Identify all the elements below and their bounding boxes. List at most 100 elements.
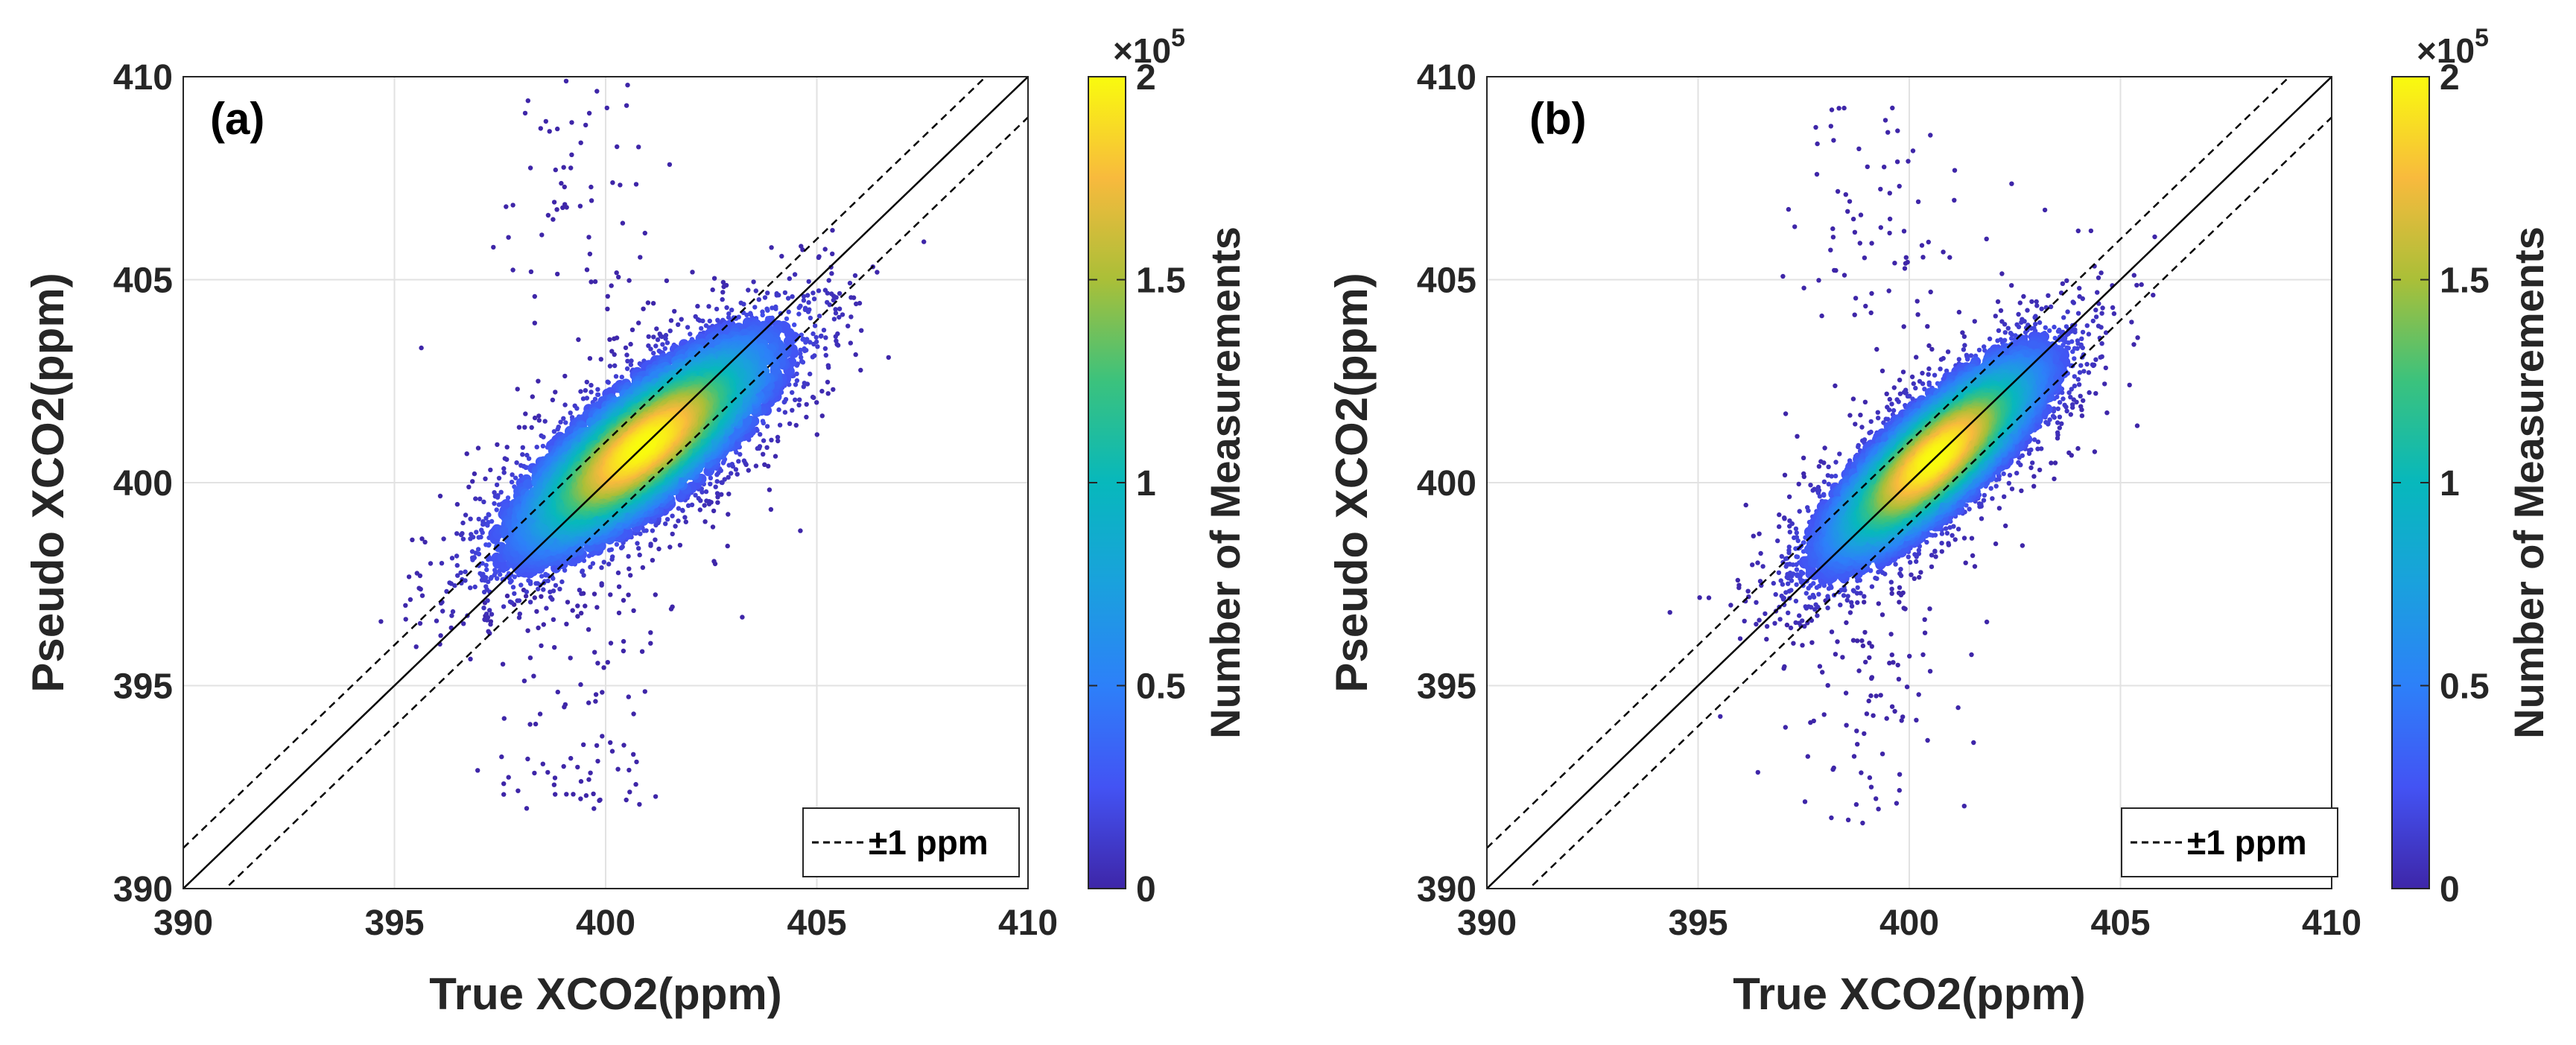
scatter-point — [607, 337, 612, 342]
scatter-point — [813, 334, 819, 340]
scatter-point — [798, 528, 803, 533]
scatter-point — [806, 279, 811, 285]
scatter-point — [702, 503, 707, 508]
scatter-point — [629, 327, 635, 332]
scatter-point — [816, 314, 822, 319]
scatter-point — [575, 603, 580, 609]
scatter-point — [532, 595, 537, 600]
scatter-point — [702, 519, 708, 524]
scatter-point — [600, 734, 605, 739]
scatter-point — [787, 276, 793, 282]
scatter-point — [595, 758, 600, 764]
scatter-point — [627, 790, 632, 795]
scatter-point — [586, 235, 591, 240]
scatter-point — [440, 609, 445, 614]
scatter-point — [551, 217, 556, 222]
scatter-point — [555, 427, 560, 432]
scatter-point — [504, 204, 509, 209]
scatter-point — [586, 700, 591, 705]
scatter-point — [625, 358, 630, 363]
scatter-point — [568, 655, 573, 661]
scatter-point — [609, 349, 615, 354]
scatter-point — [526, 456, 532, 461]
scatter-point — [790, 294, 795, 299]
scatter-point — [808, 315, 813, 321]
scatter-point — [495, 576, 500, 581]
scatter-point — [495, 495, 501, 500]
scatter-point — [697, 507, 702, 512]
scatter-point — [715, 500, 720, 505]
scatter-point — [504, 593, 510, 599]
scatter-point — [452, 583, 457, 588]
scatter-point — [651, 350, 656, 356]
scatter-point — [746, 468, 751, 473]
scatter-point — [819, 389, 825, 394]
scatter-point — [586, 777, 591, 782]
scatter-point — [806, 299, 811, 305]
scatter-point — [854, 301, 859, 307]
scatter-point — [852, 273, 858, 279]
scatter-point — [474, 530, 479, 535]
scatter-point — [555, 689, 560, 695]
scatter-point — [578, 796, 583, 801]
scatter-point — [562, 402, 568, 407]
scatter-point — [522, 425, 527, 430]
scatter-point — [608, 740, 613, 746]
scatter-point — [581, 742, 586, 747]
scatter-point — [541, 622, 546, 627]
scatter-point — [501, 781, 507, 787]
scatter-point — [483, 584, 489, 589]
scatter-point — [782, 290, 788, 296]
scatter-point — [553, 390, 558, 395]
scatter-point — [825, 379, 831, 385]
scatter-point — [663, 336, 668, 341]
scatter-point — [454, 501, 460, 507]
scatter-point — [495, 442, 500, 448]
scatter-point — [626, 767, 632, 773]
scatter-point — [770, 305, 775, 311]
scatter-point — [578, 140, 583, 145]
scatter-point — [741, 458, 747, 463]
scatter-point — [760, 451, 766, 457]
scatter-point — [512, 591, 517, 597]
scatter-point — [773, 306, 778, 311]
scatter-point — [515, 598, 520, 603]
scatter-point — [736, 459, 741, 464]
scatter-point — [752, 305, 758, 310]
scatter-point — [688, 331, 693, 337]
scatter-point — [515, 788, 521, 793]
scatter-point — [543, 118, 548, 124]
scatter-point — [524, 589, 530, 594]
scatter-point — [637, 801, 642, 807]
scatter-point — [558, 419, 563, 425]
scatter-point — [589, 279, 594, 285]
scatter-point — [428, 561, 434, 566]
scatter-point — [642, 689, 647, 694]
scatter-point — [640, 565, 646, 571]
scatter-point — [831, 387, 836, 393]
scatter-point — [751, 279, 756, 285]
scatter-point — [796, 402, 802, 407]
scatter-point — [536, 418, 542, 423]
scatter-point — [699, 325, 704, 331]
scatter-point — [548, 594, 553, 600]
scatter-point — [483, 575, 489, 580]
scatter-point — [523, 411, 528, 416]
scatter-point — [690, 270, 695, 275]
scatter-point — [853, 352, 858, 358]
scatter-point — [700, 318, 705, 323]
scatter-point — [811, 296, 817, 302]
scatter-point — [764, 445, 770, 450]
scatter-point — [529, 425, 534, 431]
scatter-point — [609, 283, 614, 288]
scatter-point — [598, 357, 603, 362]
scatter-point — [520, 445, 525, 450]
scatter-point — [764, 424, 770, 429]
scatter-point — [378, 619, 384, 624]
scatter-point — [792, 272, 798, 277]
scatter-point — [631, 752, 636, 757]
scatter-point — [561, 763, 566, 769]
scatter-point — [594, 605, 600, 610]
scatter-point — [476, 551, 482, 556]
scatter-point — [609, 749, 615, 754]
